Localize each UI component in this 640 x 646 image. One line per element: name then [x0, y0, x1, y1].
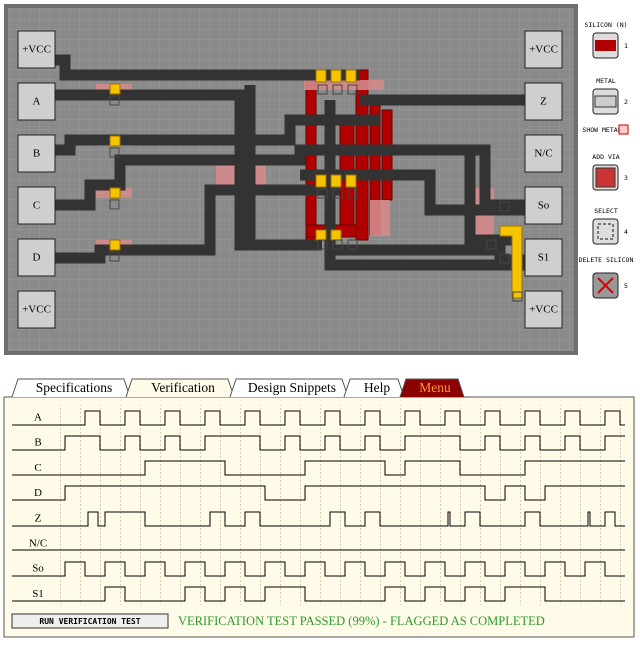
- tool-icon: [595, 167, 616, 188]
- pin-label: S1: [538, 252, 550, 264]
- pin[interactable]: [524, 82, 563, 121]
- pin-label: B: [33, 148, 40, 160]
- tool-key: 4: [624, 228, 628, 236]
- toolbar: SILICON (N) 1 METAL 2 ADD VIA 3 SELECT 4 DELETE …: [579, 21, 634, 299]
- pin-label: +VCC: [22, 304, 51, 316]
- signal-label: B: [34, 437, 41, 449]
- tool-icon: [594, 95, 617, 108]
- tool-icon: [595, 40, 616, 51]
- tool-label: METAL: [596, 77, 616, 85]
- tab[interactable]: [399, 378, 465, 398]
- pin-label: C: [33, 200, 40, 212]
- pin-label: N/C: [534, 148, 552, 160]
- gates: [109, 69, 523, 299]
- tool-label: SELECT: [594, 207, 618, 215]
- pin[interactable]: [17, 186, 56, 225]
- tab-label[interactable]: Help: [364, 380, 390, 395]
- run-button[interactable]: RUN VERIFICATION TEST: [39, 617, 140, 626]
- signal-label: Z: [35, 512, 42, 524]
- pin[interactable]: [524, 238, 563, 277]
- tool-icon: [597, 277, 614, 294]
- tool-key: 5: [624, 282, 628, 290]
- time-grid: [60, 405, 625, 605]
- signal-label: So: [32, 563, 44, 575]
- tool-icon: [597, 223, 614, 240]
- tab[interactable]: [125, 378, 235, 398]
- status: VERIFICATION TEST PASSED (99%) - FLAGGED…: [178, 614, 545, 628]
- pin-label: D: [33, 252, 41, 264]
- pin[interactable]: [17, 238, 56, 277]
- signal-label: N/C: [29, 538, 47, 550]
- tool-key: 1: [624, 42, 628, 50]
- run-button-bg[interactable]: [11, 613, 169, 629]
- tool-key: 2: [624, 98, 628, 106]
- pin[interactable]: [17, 134, 56, 173]
- pin[interactable]: [524, 30, 563, 69]
- signal-label: D: [34, 487, 42, 499]
- pin-label: Z: [540, 96, 547, 108]
- pin-label: +VCC: [22, 44, 51, 56]
- show-metal-label: SHOW METAL: [582, 126, 621, 134]
- pin-label: So: [538, 200, 550, 212]
- tool-label: DELETE SILICON: [579, 256, 634, 264]
- tab[interactable]: [11, 378, 131, 398]
- signal-label: S1: [32, 588, 44, 600]
- tab-label[interactable]: Design Snippets: [248, 380, 336, 395]
- pin-label: +VCC: [529, 44, 558, 56]
- tab-label[interactable]: Menu: [419, 380, 451, 395]
- pin[interactable]: [524, 186, 563, 225]
- tab[interactable]: [229, 378, 349, 398]
- signal-label: C: [34, 462, 41, 474]
- tab[interactable]: [343, 378, 405, 398]
- tab-label[interactable]: Verification: [151, 380, 215, 395]
- pin-label: A: [33, 96, 41, 108]
- show-metal-checkbox[interactable]: [618, 124, 629, 135]
- tool-label: SILICON (N): [584, 21, 627, 29]
- tool-button[interactable]: [592, 218, 619, 245]
- tool-key: 3: [624, 174, 628, 182]
- waveforms: [12, 410, 625, 602]
- tab-label[interactable]: Specifications: [36, 380, 112, 395]
- pin[interactable]: [524, 290, 563, 329]
- pin[interactable]: [524, 134, 563, 173]
- pin[interactable]: [17, 290, 56, 329]
- pin-label: +VCC: [529, 304, 558, 316]
- pin[interactable]: [17, 82, 56, 121]
- pin[interactable]: [17, 30, 56, 69]
- vias: [109, 84, 523, 302]
- signal-label: A: [34, 412, 42, 424]
- tool-label: ADD VIA: [592, 153, 619, 161]
